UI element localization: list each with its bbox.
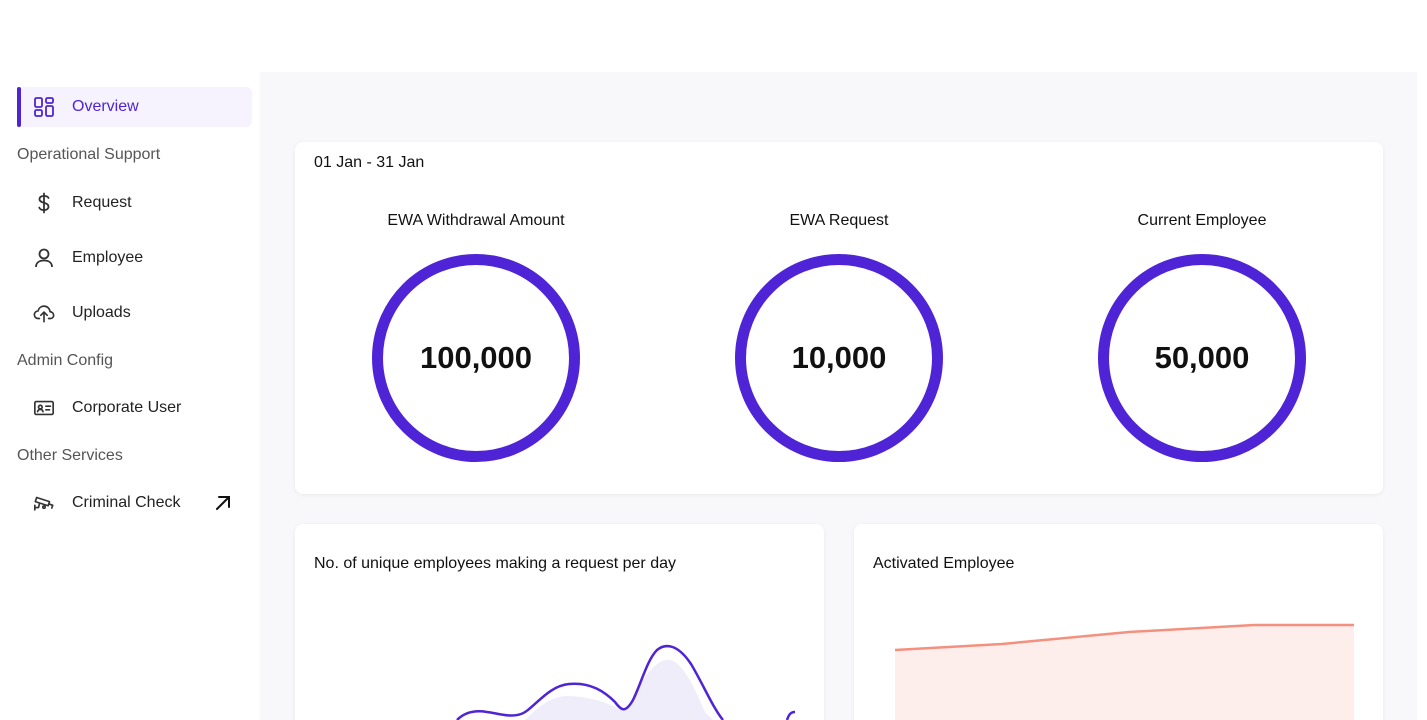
arrow-up-right-icon [213,493,233,513]
activated-employee-chart-card: Activated Employee [854,524,1383,720]
unique-employees-chart [456,644,796,720]
unique-employees-line [456,644,796,720]
section-title-operational-support: Operational Support [17,146,161,163]
sidebar-item-label: Criminal Check [72,494,181,511]
summary-card: 01 Jan - 31 Jan EWA Withdrawal Amount 10… [295,142,1383,494]
activated-employee-area [895,625,1354,720]
sidebar-item-request[interactable]: Request [17,183,252,223]
sidebar-item-label: Uploads [72,304,131,321]
stat-label: EWA Request [789,212,889,229]
stat-ewa-withdrawal-amount: EWA Withdrawal Amount 100,000 [326,212,626,462]
stat-ring: 10,000 [735,254,943,462]
sidebar-item-employee[interactable]: Employee [17,238,252,278]
active-indicator [17,87,21,127]
sidebar-item-criminal-check[interactable]: Criminal Check [17,483,252,523]
stat-label: Current Employee [1137,212,1267,229]
sidebar-item-uploads[interactable]: Uploads [17,293,252,333]
sidebar-item-label: Corporate User [72,399,182,416]
id-card-icon [33,397,55,419]
stat-ring: 100,000 [372,254,580,462]
sidebar-item-label: Request [72,194,132,211]
cloud-upload-icon [33,302,55,324]
stat-ring: 50,000 [1098,254,1306,462]
user-icon [33,247,55,269]
stat-current-employee: Current Employee 50,000 [1052,212,1352,462]
stat-ewa-request: EWA Request 10,000 [689,212,989,462]
stat-label: EWA Withdrawal Amount [387,212,565,229]
chart-title: Activated Employee [873,555,1015,572]
cctv-icon [33,492,55,514]
sidebar-item-corporate-user[interactable]: Corporate User [17,388,252,428]
sidebar-item-label: Overview [72,98,139,115]
section-title-other-services: Other Services [17,447,123,464]
date-range: 01 Jan - 31 Jan [314,154,425,171]
unique-employees-area [525,659,713,720]
dollar-icon [33,192,55,214]
activated-employee-line [894,623,1354,652]
chart-title: No. of unique employees making a request… [314,555,676,572]
sidebar-item-label: Employee [72,249,144,266]
sidebar-item-overview[interactable]: Overview [17,87,252,127]
sidebar: Overview Operational Support Request Emp… [0,72,260,720]
stat-value: 50,000 [1154,340,1250,375]
main-content: 01 Jan - 31 Jan EWA Withdrawal Amount 10… [260,72,1417,720]
section-title-admin-config: Admin Config [17,352,114,369]
dashboard-icon [33,96,55,118]
stat-value: 10,000 [791,340,887,375]
activated-employee-chart [894,623,1354,720]
stat-value: 100,000 [419,340,533,375]
unique-employees-chart-card: No. of unique employees making a request… [295,524,824,720]
